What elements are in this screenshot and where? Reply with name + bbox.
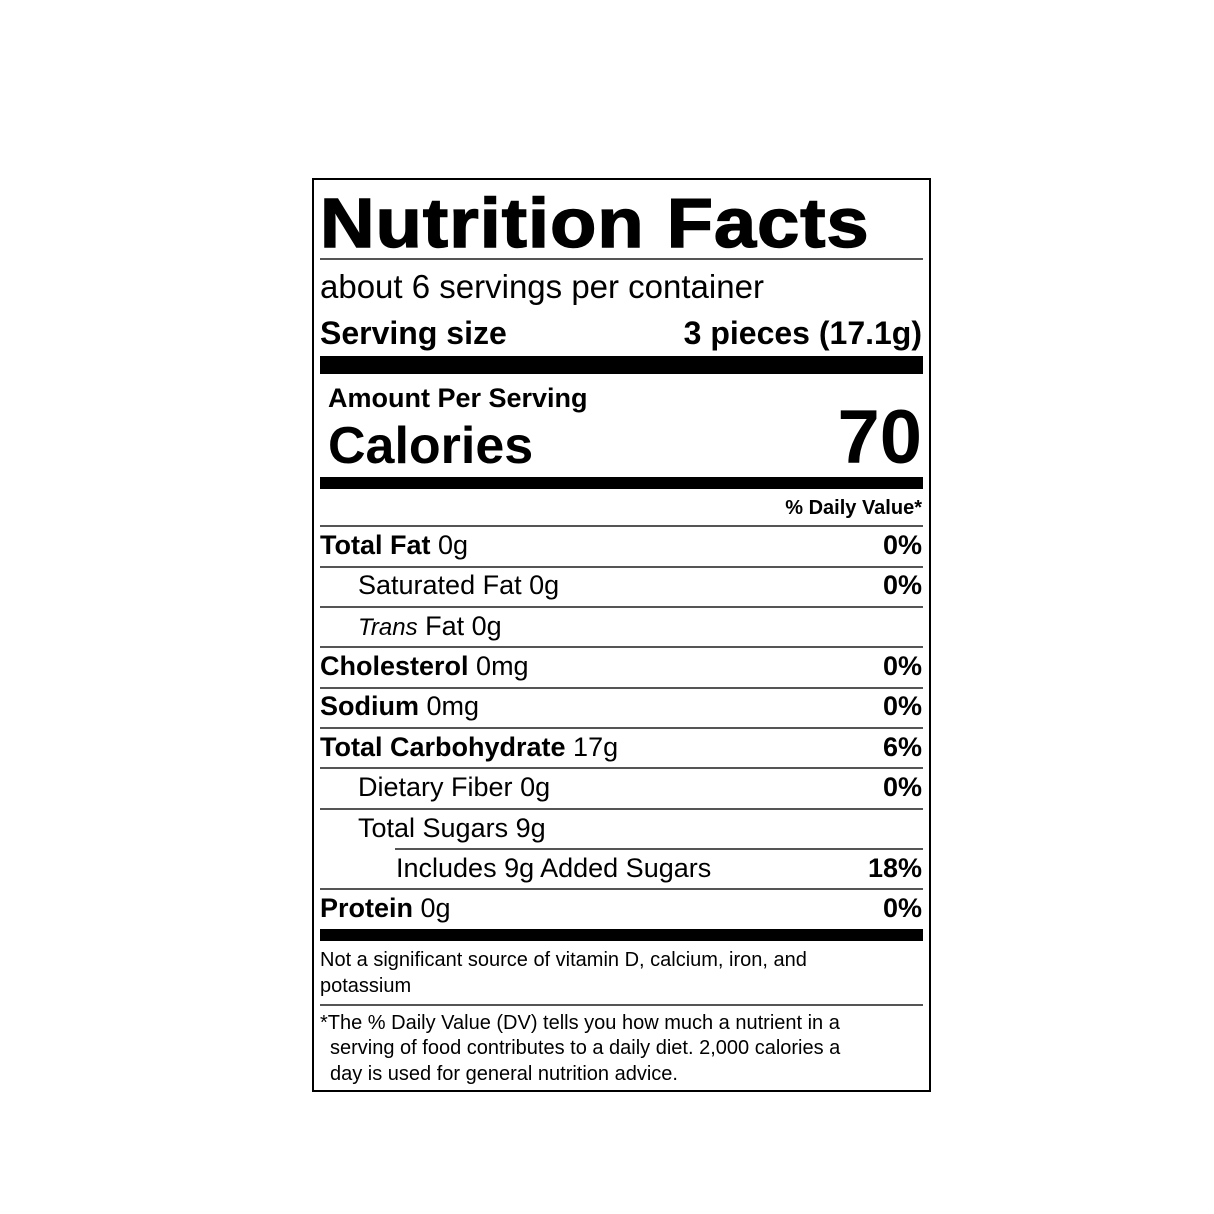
medium-divider bbox=[320, 477, 923, 489]
nutrient-dv: 0% bbox=[882, 772, 922, 802]
divider bbox=[320, 687, 923, 689]
nutrient-name-italic: Trans bbox=[358, 614, 418, 641]
calories-label: Calories bbox=[328, 417, 534, 475]
row-sodium: Sodium 0mg bbox=[320, 693, 479, 720]
daily-value-header: % Daily Value* bbox=[785, 497, 922, 519]
nutrient-name: Total Carbohydrate bbox=[320, 732, 566, 762]
row-total-fat: Total Fat 0g bbox=[320, 532, 468, 559]
nutrient-name: Cholesterol bbox=[320, 651, 469, 681]
nutrient-amount: 0g bbox=[438, 530, 469, 560]
divider bbox=[320, 767, 923, 769]
footnote-line-1: *The % Daily Value (DV) tells you how mu… bbox=[320, 1012, 840, 1034]
nutrient-dv: 18% bbox=[867, 853, 922, 883]
row-added-sugars: Includes 9g Added Sugars bbox=[396, 855, 711, 882]
calories-value: 70 bbox=[837, 395, 922, 480]
not-significant-line-2: potassium bbox=[320, 975, 412, 997]
row-saturated-fat: Saturated Fat 0g bbox=[358, 572, 559, 599]
label-title: Nutrition Facts bbox=[319, 184, 870, 262]
nutrient-amount: 0mg bbox=[476, 651, 529, 681]
amount-per-serving: Amount Per Serving bbox=[328, 383, 588, 413]
divider bbox=[320, 646, 923, 648]
nutrient-name: Protein bbox=[320, 893, 414, 923]
nutrition-label bbox=[312, 178, 931, 1092]
nutrient-dv: 6% bbox=[882, 732, 922, 762]
not-significant-line-1: Not a significant source of vitamin D, c… bbox=[320, 949, 807, 971]
row-protein: Protein 0g bbox=[320, 895, 451, 922]
nutrient-amount: 0g bbox=[420, 893, 451, 923]
divider bbox=[320, 525, 923, 527]
nutrient-dv: 0% bbox=[882, 530, 922, 560]
divider bbox=[320, 258, 923, 260]
nutrient-name: Fat bbox=[425, 611, 465, 641]
divider bbox=[320, 808, 923, 810]
nutrient-amount: 0g bbox=[471, 611, 502, 641]
nutrient-amount: 0g bbox=[520, 772, 551, 802]
nutrient-name: Dietary Fiber bbox=[358, 772, 513, 802]
divider bbox=[320, 566, 923, 568]
servings-per-container: about 6 servings per container bbox=[320, 268, 764, 305]
row-trans-fat: Trans Fat 0g bbox=[358, 613, 502, 640]
row-total-carbohydrate: Total Carbohydrate 17g bbox=[320, 734, 618, 761]
divider bbox=[320, 888, 923, 890]
nutrient-dv: 0% bbox=[882, 691, 922, 721]
divider bbox=[320, 727, 923, 729]
row-dietary-fiber: Dietary Fiber 0g bbox=[358, 774, 550, 801]
nutrient-amount: 0mg bbox=[426, 691, 480, 721]
nutrient-name: Sodium bbox=[320, 691, 419, 721]
nutrient-name: Total Fat bbox=[320, 530, 431, 560]
footnote-line-2: serving of food contributes to a daily d… bbox=[330, 1037, 841, 1059]
medium-divider bbox=[320, 929, 923, 941]
row-cholesterol: Cholesterol 0mg bbox=[320, 653, 529, 680]
divider bbox=[320, 1004, 923, 1006]
serving-size-label: Serving size bbox=[320, 315, 507, 351]
nutrient-amount: 0g bbox=[529, 570, 560, 600]
nutrient-dv: 0% bbox=[882, 651, 922, 681]
footnote-line-3: day is used for general nutrition advice… bbox=[330, 1063, 678, 1085]
nutrient-dv: 0% bbox=[882, 570, 922, 600]
serving-size-value: 3 pieces (17.1g) bbox=[683, 315, 922, 351]
nutrient-name: Saturated Fat bbox=[358, 570, 522, 600]
nutrient-amount: 17g bbox=[573, 732, 619, 762]
divider bbox=[395, 848, 923, 850]
nutrient-dv: 0% bbox=[882, 893, 922, 923]
thick-divider bbox=[320, 356, 923, 374]
row-total-sugars: Total Sugars 9g bbox=[358, 815, 546, 842]
nutrient-name: Includes 9g Added Sugars bbox=[396, 853, 712, 883]
nutrient-amount: 9g bbox=[515, 813, 546, 843]
nutrient-name: Total Sugars bbox=[358, 813, 509, 843]
divider bbox=[320, 606, 923, 608]
